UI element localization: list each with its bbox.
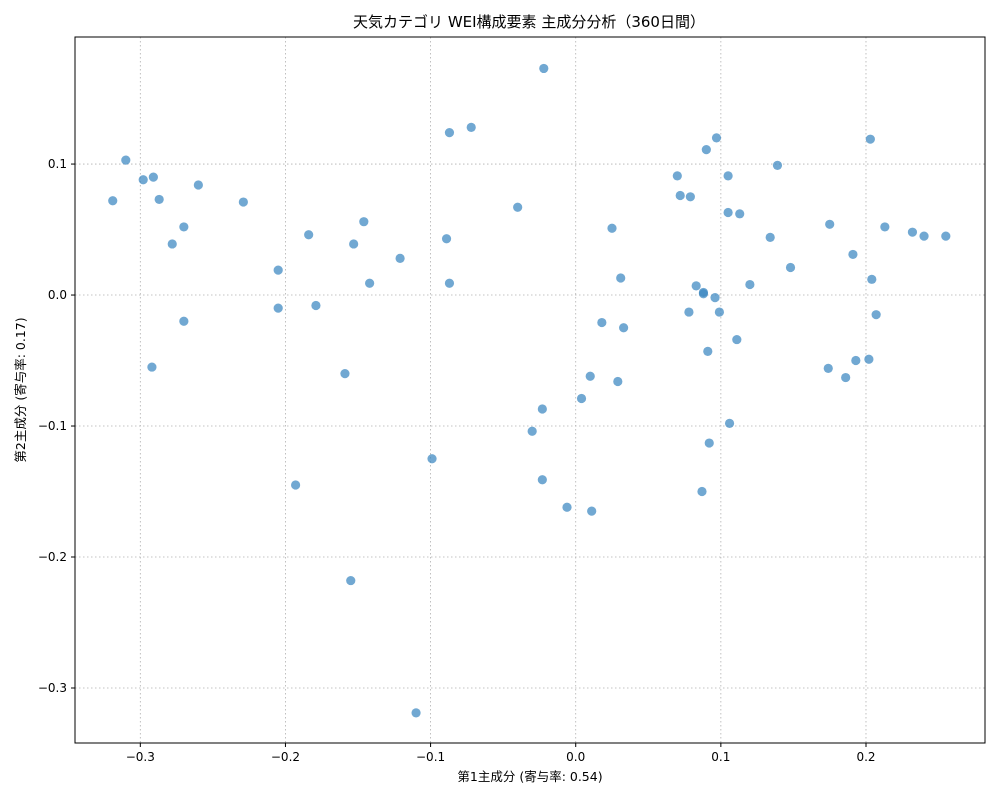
data-point (179, 222, 189, 232)
data-point (444, 128, 455, 138)
data-point (441, 234, 452, 244)
x-tick-label: 0.2 (856, 750, 875, 764)
x-tick-label: −0.1 (416, 750, 445, 764)
data-point (710, 293, 720, 303)
data-point (395, 253, 405, 263)
data-point (672, 171, 682, 181)
data-point (562, 502, 572, 512)
data-point (732, 334, 742, 345)
data-point (576, 393, 587, 404)
y-axis-ticks: −0.3 −0.2 −0.1 0.0 0.1 (38, 157, 75, 695)
data-point (723, 207, 733, 218)
data-point (867, 274, 877, 284)
data-point (880, 222, 890, 232)
data-point (919, 231, 929, 241)
data-point (138, 175, 148, 185)
data-point (311, 300, 321, 311)
data-point (513, 202, 523, 212)
data-point (714, 307, 725, 317)
data-point (785, 262, 796, 273)
chart-title: 天気カテゴリ WEI構成要素 主成分分析（360日間） (353, 13, 705, 31)
y-tick-label: 0.0 (48, 288, 67, 302)
data-point (121, 155, 131, 165)
data-point (864, 354, 874, 364)
data-point (537, 404, 547, 414)
data-point (291, 480, 301, 490)
data-point (466, 122, 476, 132)
data-point (697, 486, 707, 497)
data-point (704, 438, 714, 448)
data-point (684, 307, 694, 317)
x-axis-ticks: −0.3 −0.2 −0.1 0.0 0.1 0.2 (126, 743, 876, 764)
grid-lines (75, 37, 985, 743)
data-point (871, 310, 881, 320)
data-point (619, 323, 629, 333)
plot-frame (74, 36, 986, 744)
data-point (701, 145, 711, 155)
x-axis-label: 第1主成分 (寄与率: 0.54) (457, 769, 602, 784)
data-point (865, 134, 875, 144)
data-point (907, 227, 918, 237)
data-point (238, 197, 248, 207)
x-tick-label: −0.3 (126, 750, 155, 764)
data-point (587, 506, 597, 516)
data-point (825, 219, 835, 229)
data-point (823, 363, 833, 373)
data-point (597, 317, 607, 328)
data-point (411, 708, 421, 718)
y-tick-label: −0.3 (38, 681, 67, 695)
data-point (273, 265, 283, 275)
data-point (841, 372, 851, 383)
data-point (154, 194, 164, 205)
data-point (147, 362, 157, 372)
data-point (851, 355, 861, 366)
data-point (703, 346, 713, 356)
data-point (167, 239, 177, 249)
data-point (745, 279, 755, 290)
data-point (537, 475, 547, 485)
data-point (349, 239, 359, 249)
x-tick-label: 0.1 (711, 750, 730, 764)
data-point (444, 278, 455, 288)
y-tick-label: −0.1 (38, 419, 67, 433)
data-point (691, 281, 701, 291)
data-point (675, 190, 685, 201)
data-point (607, 223, 617, 233)
data-point (585, 371, 595, 381)
data-point (193, 180, 203, 190)
data-point (527, 426, 537, 436)
data-points (108, 63, 951, 718)
data-point (735, 209, 745, 219)
data-point (359, 217, 369, 227)
data-point (613, 376, 623, 387)
data-point (723, 171, 733, 181)
x-tick-label: 0.0 (566, 750, 585, 764)
data-point (108, 196, 118, 206)
y-tick-label: 0.1 (48, 157, 67, 171)
x-tick-label: −0.2 (271, 750, 300, 764)
data-point (765, 232, 775, 243)
data-point (427, 454, 437, 464)
data-point (179, 316, 189, 326)
y-tick-label: −0.2 (38, 550, 67, 564)
data-point (616, 273, 626, 283)
data-point (724, 418, 735, 429)
data-point (941, 231, 951, 241)
data-point (340, 369, 350, 379)
data-point (539, 63, 549, 74)
data-point (698, 289, 709, 299)
data-point (273, 303, 283, 313)
data-point (685, 192, 695, 202)
data-point (848, 249, 858, 260)
data-point (304, 230, 314, 240)
y-axis-label: 第2主成分 (寄与率: 0.17) (13, 317, 28, 462)
data-point (772, 160, 783, 170)
data-point (148, 172, 158, 182)
data-point (711, 133, 722, 143)
data-point (365, 278, 375, 288)
data-point (346, 575, 356, 586)
